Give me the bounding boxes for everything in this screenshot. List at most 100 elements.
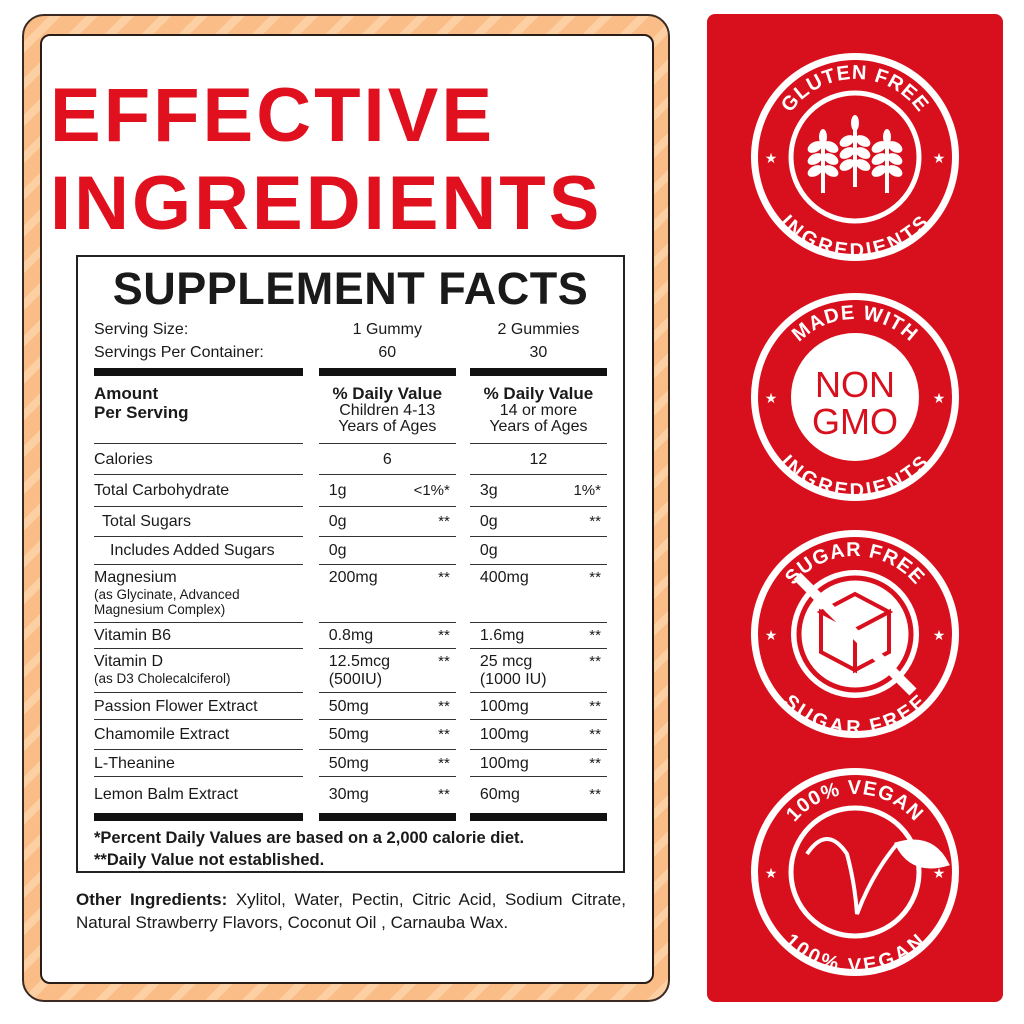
nutrient-name: L-Theanine — [94, 750, 303, 777]
amount: 60mg — [480, 786, 520, 804]
amount-sub: (1000 IU) — [479, 671, 547, 688]
vegan-leaf-icon — [805, 837, 950, 915]
amount: 25 mcg (1000 IU) — [480, 653, 547, 689]
value: 1 Gummy — [352, 321, 422, 338]
amount: 0g — [480, 542, 498, 560]
star-icon: ★ — [933, 390, 946, 406]
footnote: *Percent Daily Values are based on a 2,0… — [94, 829, 525, 847]
label: 14 or more — [499, 402, 578, 419]
amount: 50mg — [329, 755, 369, 773]
page-title: EFFECTIVE INGREDIENTS — [50, 72, 602, 248]
badge-1: MADE WITH INGREDIENTS ★ ★ NON GMO — [747, 289, 963, 505]
badge-0: GLUTEN FREE INGREDIENTS ★ ★ — [747, 49, 963, 265]
amount: 3g — [480, 482, 498, 500]
amount: 100mg — [480, 755, 529, 773]
amount: 400mg — [480, 569, 529, 587]
badges-panel: GLUTEN FREE INGREDIENTS ★ ★ MADE WITH IN… — [707, 14, 1003, 1002]
star-icon: ★ — [765, 150, 778, 166]
nutrient-name: Total Sugars — [94, 507, 303, 537]
daily-value: ** — [589, 786, 601, 803]
non-text: NON — [815, 364, 895, 405]
col2-cell: 400mg ** — [469, 565, 607, 623]
daily-value: ** — [589, 569, 601, 586]
badge-2: SUGAR FREE SUGAR FREE ★ ★ — [747, 526, 963, 742]
col1-cell: 30mg ** — [318, 777, 456, 821]
label: Vitamin B6 — [94, 627, 172, 644]
label: % Daily Value — [332, 384, 443, 403]
amount-value: 50mg — [328, 697, 369, 715]
value: 2 Gummies — [497, 321, 580, 338]
col1-cell: 50mg ** — [318, 750, 456, 777]
col1-cell: 200mg ** — [318, 565, 456, 623]
facts-header-row: Amount Per Serving % Daily Value Childre… — [94, 376, 607, 444]
amount: 1g — [329, 482, 347, 500]
col2-cell: 0g — [469, 537, 608, 565]
col2-cell: 1.6mg ** — [469, 623, 607, 649]
card-inner — [40, 34, 654, 984]
label: Serving Size: — [94, 321, 189, 338]
amount: 100mg — [480, 698, 529, 716]
daily-value: ** — [589, 513, 602, 530]
other-ingredients: Other Ingredients: Xylitol, Water, Pecti… — [76, 888, 626, 934]
amount-value: 0g — [328, 513, 347, 530]
label: L-Theanine — [94, 754, 175, 772]
nutrient-name: Chamomile Extract — [94, 720, 303, 750]
nutrient-name: Vitamin D (as D3 Cholecalciferol) — [94, 649, 303, 693]
value: 60 — [318, 344, 456, 376]
amount: 0g — [480, 513, 498, 531]
supplement-facts-panel: SUPPLEMENT FACTS Serving Size: 1 Gummy 2… — [76, 255, 625, 873]
label: Per Serving — [94, 403, 189, 422]
table-row: L-Theanine 50mg ** 100mg ** — [94, 750, 607, 777]
footnotes: *Percent Daily Values are based on a 2,0… — [94, 827, 607, 871]
nutrient-name: Calories — [94, 444, 303, 475]
value: 30 — [469, 344, 607, 376]
nutrient-name: Vitamin B6 — [94, 623, 303, 649]
label: Magnesium — [94, 569, 177, 586]
wheat-icon — [807, 115, 903, 193]
col2-cell: 100mg ** — [469, 720, 607, 750]
col1-header: % Daily Value Children 4-13 Years of Age… — [318, 376, 456, 444]
table-row: Vitamin B6 0.8mg ** 1.6mg ** — [94, 623, 607, 649]
daily-value: 1%* — [573, 482, 601, 499]
daily-value: ** — [589, 653, 601, 670]
table-row: Includes Added Sugars 0g 0g — [94, 537, 608, 565]
other-ingredients-text: Xylitol, Water, Pectin, Citric Acid, Sod… — [76, 890, 626, 932]
amount-value: 100mg — [479, 697, 529, 715]
col1-cell: 0g ** — [318, 507, 456, 537]
table-row: Calories 6 12 — [94, 444, 607, 475]
nutrient-name: Total Carbohydrate — [94, 475, 303, 507]
star-icon: ★ — [765, 390, 778, 406]
col2-cell: 12 — [469, 444, 607, 475]
amount: 0.8mg — [329, 627, 373, 645]
amount-value: 3g — [479, 482, 498, 499]
footnote: **Daily Value not established. — [94, 851, 325, 869]
amount-value: 1g — [328, 482, 347, 499]
label: % Daily Value — [483, 384, 594, 403]
amount-value: 200mg — [328, 569, 378, 586]
amount-value: 0g — [479, 513, 498, 530]
daily-value: ** — [589, 754, 601, 772]
nutrient-name: Passion Flower Extract — [94, 693, 303, 720]
daily-value: ** — [438, 513, 450, 530]
daily-value: ** — [438, 569, 450, 586]
amount: 100mg — [480, 726, 529, 744]
sub-label: (as Glycinate, Advanced — [94, 587, 240, 602]
sub-label: Magnesium Complex) — [94, 602, 226, 617]
amount: 6 — [382, 450, 392, 468]
label: Total Sugars — [102, 513, 191, 530]
label: Years of Ages — [338, 418, 437, 435]
amount-value: 100mg — [479, 754, 529, 772]
daily-value: ** — [438, 627, 450, 644]
table-row: Chamomile Extract 50mg ** 100mg ** — [94, 720, 607, 750]
daily-value: ** — [438, 754, 450, 772]
table-row: Total Carbohydrate 1g <1%* 3g 1%* — [94, 475, 607, 507]
other-ingredients-label: Other Ingredients: — [76, 890, 228, 909]
col2-cell: 60mg ** — [469, 777, 607, 821]
label: Servings Per Container: — [94, 344, 303, 376]
amount: 12 — [529, 450, 548, 468]
amount-sub: (500IU) — [328, 671, 383, 688]
daily-value: ** — [438, 697, 450, 715]
amount-value: 0.8mg — [328, 627, 374, 644]
amount-value: 1.6mg — [479, 627, 525, 644]
col2-cell: 100mg ** — [469, 750, 607, 777]
